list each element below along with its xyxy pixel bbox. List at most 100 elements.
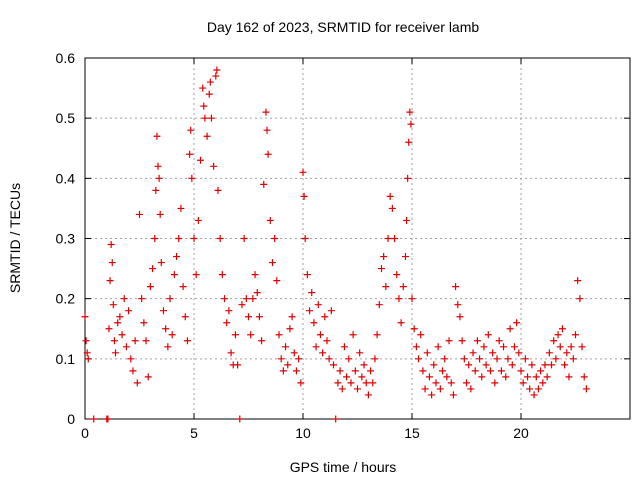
data-point-plus-marker <box>371 355 379 363</box>
data-point-plus-marker <box>138 295 146 303</box>
data-point-plus-marker <box>271 235 279 242</box>
data-point-plus-marker <box>397 319 405 327</box>
data-point-plus-marker <box>221 295 229 303</box>
data-point-plus-marker <box>576 295 584 303</box>
data-point-plus-marker <box>90 415 98 423</box>
data-point-plus-marker <box>170 271 178 279</box>
data-point-plus-marker <box>164 343 172 351</box>
data-point-plus-marker <box>110 337 118 345</box>
data-point-plus-marker <box>260 180 268 188</box>
data-point-plus-marker <box>469 349 477 357</box>
data-point-plus-marker <box>188 174 196 182</box>
data-point-plus-marker <box>497 367 505 375</box>
data-point-plus-marker <box>312 343 320 351</box>
data-point-plus-marker <box>449 391 457 399</box>
data-point-plus-marker <box>458 337 466 345</box>
data-point-plus-marker <box>436 385 444 393</box>
y-axis-title: SRMTID / TECUs <box>7 183 23 293</box>
data-point-plus-marker <box>565 373 573 381</box>
data-point-plus-marker <box>159 307 167 315</box>
data-point-plus-marker <box>558 325 566 333</box>
data-point-plus-marker <box>567 343 575 351</box>
data-point-plus-marker <box>456 313 464 321</box>
data-point-plus-marker <box>112 349 120 357</box>
x-tick-label: 10 <box>295 425 311 441</box>
data-point-plus-marker <box>493 355 501 363</box>
data-point-plus-marker <box>118 331 126 339</box>
data-point-plus-marker <box>323 337 331 345</box>
data-point-plus-marker <box>310 319 318 327</box>
data-point-plus-marker <box>421 385 429 393</box>
data-point-plus-marker <box>300 192 308 200</box>
data-point-plus-marker <box>569 355 577 363</box>
data-point-plus-marker <box>122 343 130 351</box>
data-point-plus-marker <box>534 385 542 393</box>
data-point-plus-marker <box>563 349 571 357</box>
data-point-plus-marker <box>84 355 92 363</box>
data-point-plus-marker <box>151 235 159 242</box>
data-point-plus-marker <box>524 373 532 381</box>
data-point-plus-marker <box>227 349 235 357</box>
data-point-plus-marker <box>419 367 427 375</box>
data-point-plus-marker <box>517 367 525 375</box>
data-point-plus-marker <box>288 313 296 321</box>
data-point-plus-marker <box>515 349 523 357</box>
data-point-plus-marker <box>554 331 562 339</box>
axis-ticks: 0 5 10 15 20 0 0.1 0.2 0.3 0.4 0.5 0.6 <box>56 50 630 441</box>
data-point-plus-marker <box>114 319 122 327</box>
data-point-plus-marker <box>491 379 499 387</box>
data-point-plus-marker <box>405 138 413 146</box>
data-point-plus-marker <box>190 235 198 242</box>
data-point-plus-marker <box>149 265 157 273</box>
data-points <box>81 66 590 423</box>
data-point-plus-marker <box>216 235 224 242</box>
data-point-plus-marker <box>199 84 207 92</box>
data-point-plus-marker <box>404 174 412 182</box>
data-point-plus-marker <box>504 355 512 363</box>
data-point-plus-marker <box>157 259 165 267</box>
data-point-plus-marker <box>107 241 115 249</box>
data-point-plus-marker <box>268 259 276 267</box>
data-point-plus-marker <box>303 271 311 279</box>
data-point-plus-marker <box>238 301 246 309</box>
data-point-plus-marker <box>506 325 514 333</box>
data-point-plus-marker <box>428 391 436 399</box>
data-point-plus-marker <box>502 373 510 381</box>
data-point-plus-marker <box>192 271 200 279</box>
data-point-plus-marker <box>343 373 351 381</box>
data-point-plus-marker <box>332 415 340 423</box>
data-point-plus-marker <box>356 349 364 357</box>
data-point-plus-marker <box>561 361 569 369</box>
data-point-plus-marker <box>388 204 396 212</box>
data-point-plus-marker <box>210 162 218 170</box>
data-point-plus-marker <box>364 391 372 399</box>
data-point-plus-marker <box>295 355 303 363</box>
data-point-plus-marker <box>194 216 202 224</box>
data-point-plus-marker <box>510 343 518 351</box>
y-tick-label: 0 <box>67 411 75 427</box>
data-point-plus-marker <box>486 367 494 375</box>
data-point-plus-marker <box>136 210 143 218</box>
data-point-plus-marker <box>275 331 283 339</box>
data-point-plus-marker <box>548 361 556 369</box>
data-point-plus-marker <box>580 373 588 381</box>
data-point-plus-marker <box>578 343 586 351</box>
data-point-plus-marker <box>127 355 135 363</box>
x-tick-label: 5 <box>190 425 198 441</box>
data-point-plus-marker <box>539 379 547 387</box>
data-point-plus-marker <box>354 385 361 393</box>
data-point-plus-marker <box>373 331 381 339</box>
data-point-plus-marker <box>334 379 342 387</box>
data-point-plus-marker <box>519 379 527 387</box>
chart-title: Day 162 of 2023, SRMTID for receiver lam… <box>207 19 480 35</box>
data-point-plus-marker <box>395 295 403 303</box>
data-point-plus-marker <box>183 337 191 345</box>
data-point-plus-marker <box>316 331 324 339</box>
data-point-plus-marker <box>106 277 114 285</box>
y-tick-label: 0.2 <box>56 291 76 307</box>
data-point-plus-marker <box>325 355 333 363</box>
data-point-plus-marker <box>407 120 415 128</box>
data-point-plus-marker <box>526 385 534 393</box>
data-point-plus-marker <box>415 355 423 363</box>
data-point-plus-marker <box>234 361 242 369</box>
